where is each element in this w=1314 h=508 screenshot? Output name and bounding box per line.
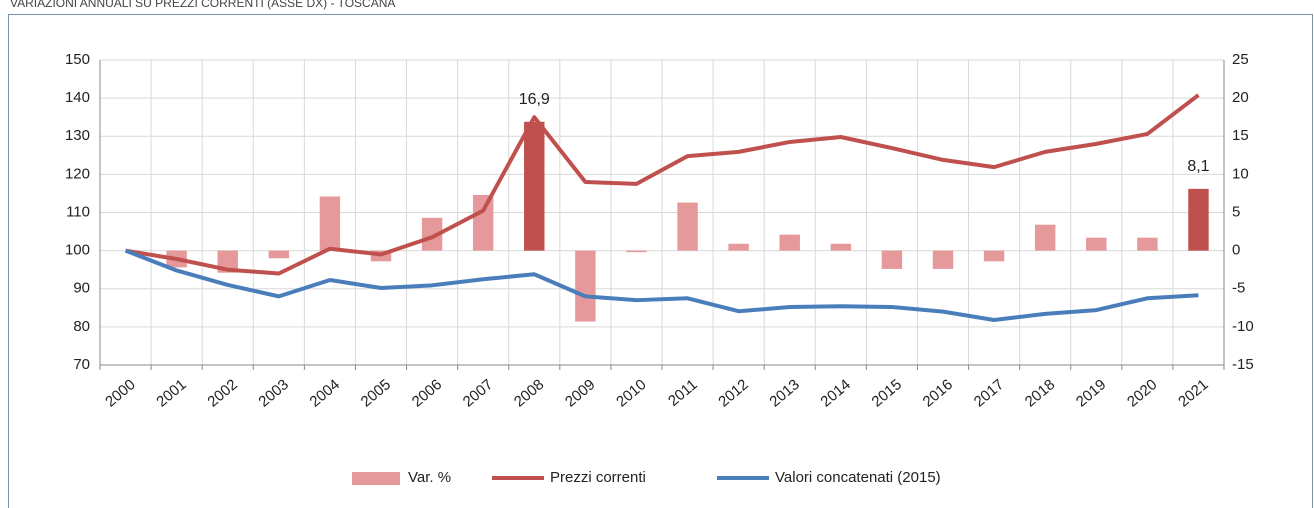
x-tick-label: 2001: [153, 376, 189, 410]
x-tick-label: 2015: [869, 376, 905, 410]
x-tick-label: 2002: [204, 376, 240, 410]
legend-label: Prezzi correnti: [550, 469, 646, 486]
bar: [268, 250, 290, 259]
y-tick-label: 110: [66, 203, 90, 220]
y2-tick-label: 25: [1232, 51, 1249, 68]
y-tick-label: 140: [65, 89, 90, 106]
y2-tick-label: 15: [1232, 127, 1249, 144]
x-tick-label: 2000: [102, 376, 138, 410]
bar: [1086, 237, 1107, 251]
bar: [626, 250, 647, 253]
y-tick-label: 80: [73, 318, 90, 335]
data-label: 8,1: [1187, 158, 1209, 175]
bar: [472, 194, 494, 251]
y2-tick-label: -10: [1232, 318, 1254, 335]
y-tick-label: 90: [73, 280, 90, 297]
x-tick-label: 2006: [409, 376, 445, 410]
x-tick-label: 2009: [562, 376, 598, 410]
x-tick-label: 2019: [1073, 376, 1109, 410]
bar: [728, 243, 749, 251]
line: [124, 248, 1199, 323]
bar: [881, 250, 903, 269]
x-tick-label: 2004: [307, 376, 343, 410]
x-tick-label: 2013: [766, 376, 802, 410]
x-tick-label: 2008: [511, 376, 547, 410]
chart-frame: [8, 14, 1313, 508]
legend-label: Var. %: [408, 469, 451, 486]
x-tick-label: 2003: [255, 376, 291, 410]
x-tick-label: 2012: [715, 376, 751, 410]
bar: [677, 202, 698, 251]
x-tick-label: 2007: [460, 376, 496, 410]
x-tick-label: 2017: [971, 376, 1007, 410]
bar: [983, 250, 1005, 262]
y-tick-label: 120: [65, 165, 90, 182]
y-tick-label: 100: [65, 242, 90, 259]
x-tick-label: 2014: [817, 376, 853, 410]
y2-tick-label: 0: [1232, 242, 1240, 259]
legend-label: Valori concatenati (2015): [775, 469, 941, 486]
bar: [524, 121, 545, 251]
x-tick-label: 2021: [1175, 376, 1211, 410]
y-tick-label: 150: [65, 51, 90, 68]
bar: [575, 250, 596, 322]
bar: [830, 243, 852, 251]
bar: [421, 217, 443, 251]
bar: [1034, 224, 1056, 251]
x-tick-label: 2018: [1022, 376, 1058, 410]
y2-tick-label: 10: [1232, 165, 1249, 182]
x-tick-label: 2020: [1124, 376, 1160, 410]
bar: [319, 196, 341, 251]
y-tick-label: 130: [65, 127, 90, 144]
x-tick-label: 2011: [665, 376, 701, 410]
legend-swatch: [352, 472, 400, 485]
y2-tick-label: -15: [1232, 356, 1254, 373]
chart-title: VARIAZIONI ANNUALI SU PREZZI CORRENTI (A…: [10, 0, 395, 10]
y2-tick-label: 5: [1232, 203, 1240, 220]
x-tick-label: 2016: [920, 376, 956, 410]
y2-tick-label: -5: [1232, 280, 1245, 297]
line: [125, 93, 1200, 276]
y2-tick-label: 20: [1232, 89, 1249, 106]
bar: [779, 234, 800, 251]
y-tick-label: 70: [73, 356, 90, 373]
data-label: 16,9: [519, 91, 550, 108]
bar: [1137, 237, 1158, 251]
bar: [1188, 188, 1209, 251]
bar: [932, 250, 954, 269]
x-tick-label: 2010: [613, 376, 649, 410]
x-tick-label: 2005: [358, 376, 394, 410]
